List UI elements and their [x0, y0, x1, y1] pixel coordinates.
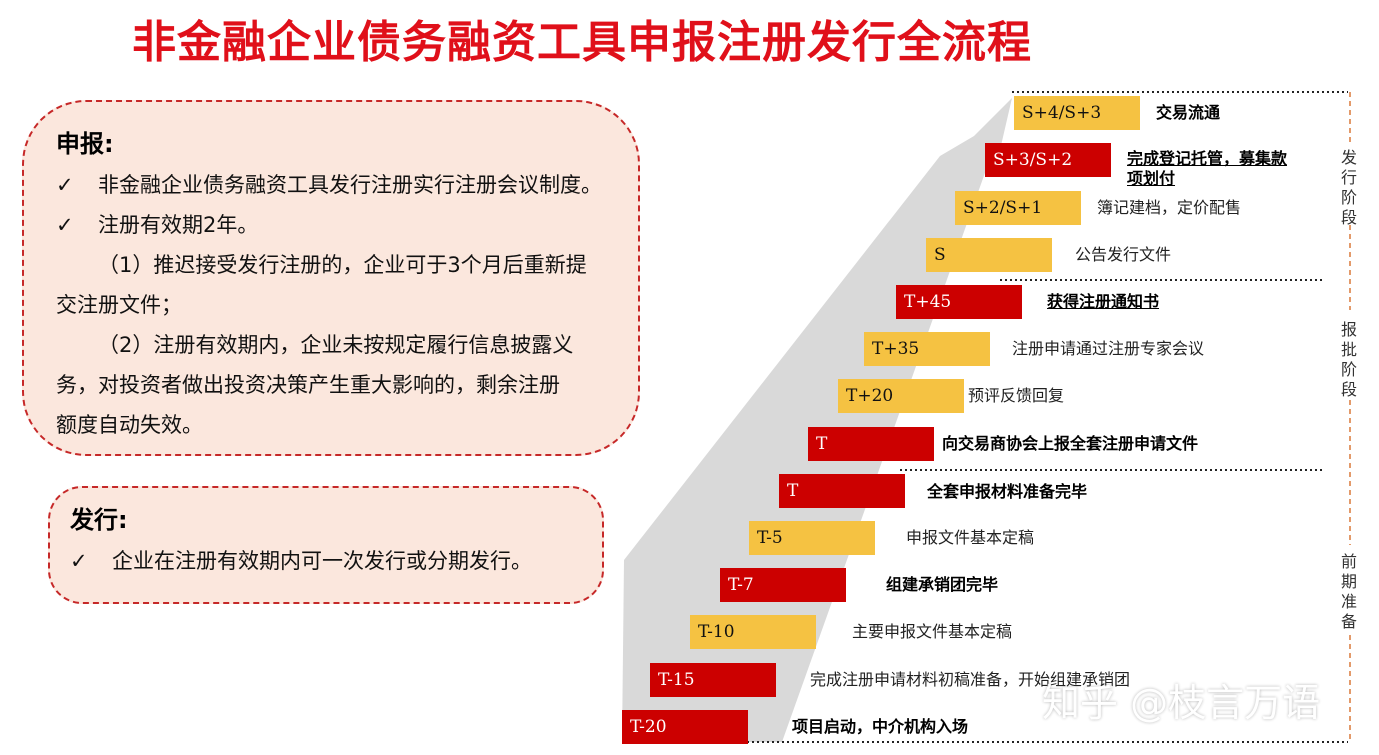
step-bar: S+2/S+1 — [955, 191, 1081, 225]
step-bar: T-20 — [622, 710, 748, 744]
issue-heading: 发行: — [70, 506, 128, 534]
step-label: 组建承销团完毕 — [886, 575, 999, 594]
apply-paragraph-line: 务，对投资者做出投资决策产生重大影响的，剩余注册 — [56, 373, 560, 397]
phase-label-preparation: 前期准备 — [1340, 552, 1357, 631]
step-label: 主要申报文件基本定稿 — [852, 622, 1013, 641]
step-label-continued: 项划付 — [1127, 169, 1176, 188]
apply-box: 申报: ✓ 非金融企业债务融资工具发行注册实行注册会议制度。 ✓ 注册有效期2年。 … — [22, 100, 640, 456]
step-label: 注册申请通过注册专家会议 — [1012, 339, 1205, 358]
check-icon: ✓ — [56, 173, 74, 197]
step-label: 项目启动，中介机构入场 — [792, 717, 969, 736]
progress-arrow-icon — [622, 98, 1012, 742]
step-label: 完成注册申请材料初稿准备，开始组建承销团 — [810, 670, 1131, 689]
step-label: 交易流通 — [1156, 103, 1221, 122]
step-label: 簿记建档，定价配售 — [1097, 198, 1242, 217]
apply-check-text: 非金融企业债务融资工具发行注册实行注册会议制度。 — [98, 173, 602, 197]
step-bar: T-15 — [650, 663, 776, 697]
apply-paragraph-line: （2）注册有效期内，企业未按规定履行信息披露义 — [98, 333, 574, 357]
step-bar: T+20 — [838, 379, 964, 413]
step-bar: T — [779, 474, 905, 508]
apply-check-item: ✓ 非金融企业债务融资工具发行注册实行注册会议制度。 — [56, 165, 618, 205]
step-bar: T+35 — [864, 332, 990, 366]
issue-box: 发行: ✓ 企业在注册有效期内可一次发行或分期发行。 — [48, 486, 604, 604]
step-label: 获得注册通知书 — [1047, 292, 1160, 311]
step-bar: S+4/S+3 — [1014, 96, 1140, 130]
step-label: 向交易商协会上报全套注册申请文件 — [942, 434, 1199, 453]
issue-check-text: 企业在注册有效期内可一次发行或分期发行。 — [112, 549, 532, 573]
apply-paragraph-line: （1）推迟接受发行注册的，企业可于3个月后重新提 — [98, 253, 587, 277]
step-label: 全套申报材料准备完毕 — [927, 482, 1088, 501]
step-bar: S — [926, 238, 1052, 272]
issue-check-item: ✓ 企业在注册有效期内可一次发行或分期发行。 — [70, 541, 582, 581]
step-bar: T — [808, 427, 934, 461]
apply-paragraph-line: 交注册文件； — [56, 293, 182, 317]
step-bar: T-5 — [749, 521, 875, 555]
apply-heading: 申报: — [56, 130, 114, 158]
apply-check-text: 注册有效期2年。 — [98, 213, 259, 237]
check-icon: ✓ — [56, 213, 74, 237]
step-bar: T-7 — [720, 568, 846, 602]
phase-label-issue: 发行阶段 — [1340, 148, 1357, 227]
step-label: 预评反馈回复 — [968, 386, 1065, 405]
check-icon: ✓ — [70, 549, 88, 573]
step-label: 完成登记托管，募集款 项划付 — [1127, 149, 1288, 188]
apply-paragraph-line: 额度自动失效。 — [56, 413, 203, 437]
apply-check-item: ✓ 注册有效期2年。 — [56, 205, 618, 245]
step-label: 申报文件基本定稿 — [906, 528, 1035, 547]
step-bar: T+45 — [896, 285, 1022, 319]
step-bar: S+3/S+2 — [985, 143, 1111, 177]
phase-label-approval: 报批阶段 — [1340, 320, 1357, 399]
step-bar: T-10 — [690, 615, 816, 649]
watermark: 知乎 @枝言万语 — [1042, 681, 1321, 725]
step-label: 公告发行文件 — [1075, 245, 1172, 264]
page-title: 非金融企业债务融资工具申报注册发行全流程 — [132, 17, 1032, 68]
